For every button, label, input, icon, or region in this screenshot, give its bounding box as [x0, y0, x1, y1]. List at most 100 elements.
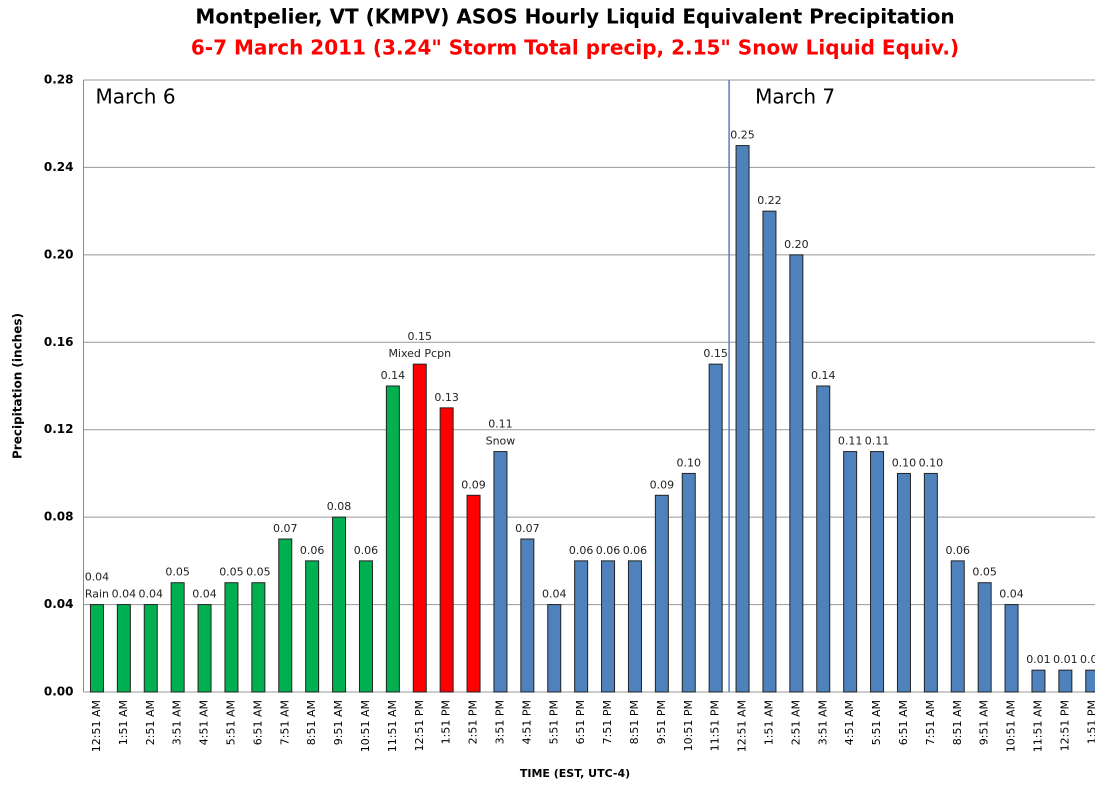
x-tick-label: 6:51 PM — [574, 700, 587, 744]
value-label: 0.11 — [865, 435, 890, 448]
value-label: 0.14 — [381, 369, 406, 382]
value-label: 0.06 — [623, 544, 648, 557]
bar — [654, 494, 669, 693]
x-tick-label: 11:51 AM — [386, 700, 399, 752]
x-tick-label: 11:51 PM — [709, 700, 722, 751]
value-label: 0.22 — [757, 194, 782, 207]
bar — [466, 494, 481, 693]
value-label: 0.04 — [85, 571, 110, 584]
bar-note: Snow — [486, 435, 516, 448]
bar — [547, 604, 562, 693]
bar — [116, 604, 131, 693]
x-tick-label: 5:51 AM — [224, 700, 237, 745]
value-label: 0.13 — [434, 391, 459, 404]
bar — [412, 363, 427, 693]
bar — [278, 538, 293, 693]
y-tick-label: 0.20 — [44, 247, 74, 261]
value-label: 0.15 — [408, 330, 433, 343]
value-label: 0.11 — [488, 418, 513, 431]
bar — [762, 210, 777, 693]
x-tick-label: 6:51 AM — [897, 700, 910, 745]
value-label: 0.06 — [300, 544, 325, 557]
value-label: 0.05 — [972, 566, 997, 579]
x-tick-label: 7:51 PM — [601, 700, 614, 744]
x-tick-label: 10:51 AM — [359, 700, 372, 752]
value-label: 0.01 — [1053, 653, 1078, 666]
bar — [789, 254, 804, 693]
x-tick-label: 12:51 AM — [736, 700, 749, 752]
bar — [89, 604, 104, 693]
value-label: 0.01 — [1080, 653, 1095, 666]
bar — [708, 363, 723, 693]
bar — [197, 604, 212, 693]
bar — [493, 451, 508, 693]
value-label: 0.06 — [569, 544, 594, 557]
x-tick-label: 4:51 AM — [198, 700, 211, 745]
bar — [358, 560, 373, 693]
bar — [520, 538, 535, 693]
x-tick-label: 8:51 PM — [628, 700, 641, 744]
y-axis-title: Precipitation (inches) — [11, 313, 25, 459]
value-label: 0.09 — [650, 478, 675, 491]
bar — [385, 385, 400, 693]
x-tick-label: 1:51 PM — [1085, 700, 1095, 744]
value-label: 0.25 — [730, 129, 755, 142]
x-tick-label: 11:51 AM — [1031, 700, 1044, 752]
x-tick-label: 9:51 PM — [655, 700, 668, 744]
y-tick-label: 0.00 — [44, 685, 74, 699]
value-label: 0.10 — [892, 456, 917, 469]
value-label: 0.06 — [596, 544, 621, 557]
x-tick-label: 9:51 AM — [978, 700, 991, 745]
x-tick-label: 12:51 AM — [90, 700, 103, 752]
x-tick-label: 10:51 PM — [682, 700, 695, 751]
x-tick-label: 1:51 AM — [762, 700, 775, 745]
bar-note: Mixed Pcpn — [388, 347, 451, 360]
y-tick-label: 0.12 — [44, 422, 74, 436]
bar — [251, 582, 266, 693]
x-tick-label: 4:51 AM — [843, 700, 856, 745]
x-axis-title: TIME (EST, UTC-4) — [520, 767, 630, 780]
x-tick-label: 3:51 AM — [816, 700, 829, 745]
bar — [601, 560, 616, 693]
chart-subtitle: 6-7 March 2011 (3.24" Storm Total precip… — [191, 36, 959, 60]
x-tick-label: 3:51 PM — [493, 700, 506, 744]
bar — [332, 516, 347, 693]
bar-note: Rain — [85, 588, 109, 601]
value-label: 0.09 — [461, 478, 486, 491]
x-tick-label: 3:51 AM — [171, 700, 184, 745]
x-tick-label: 5:51 PM — [547, 700, 560, 744]
y-tick-label: 0.08 — [44, 510, 74, 524]
x-tick-label: 2:51 PM — [467, 700, 480, 744]
x-tick-label: 5:51 AM — [870, 700, 883, 745]
value-label: 0.05 — [219, 566, 244, 579]
value-label: 0.06 — [946, 544, 971, 557]
bar — [305, 560, 320, 693]
x-tick-label: 4:51 PM — [520, 700, 533, 744]
x-tick-label: 6:51 AM — [251, 700, 264, 745]
bar — [816, 385, 831, 693]
bar — [843, 451, 858, 693]
value-label: 0.20 — [784, 238, 809, 251]
value-label: 0.15 — [703, 347, 728, 360]
bar — [950, 560, 965, 693]
value-label: 0.04 — [999, 588, 1024, 601]
bar — [923, 472, 938, 693]
value-label: 0.08 — [327, 500, 352, 513]
day-label: March 7 — [755, 85, 835, 109]
bar — [870, 451, 885, 693]
value-label: 0.04 — [139, 588, 164, 601]
x-tick-label: 12:51 PM — [413, 700, 426, 751]
x-tick-label: 2:51 AM — [789, 700, 802, 745]
value-label: 0.05 — [165, 566, 190, 579]
value-label: 0.07 — [515, 522, 540, 535]
value-label: 0.07 — [273, 522, 298, 535]
bar — [1058, 669, 1073, 693]
x-tick-label: 1:51 AM — [117, 700, 130, 745]
value-label: 0.10 — [919, 456, 944, 469]
x-tick-label: 7:51 AM — [278, 700, 291, 745]
bar — [735, 145, 750, 693]
x-tick-label: 2:51 AM — [144, 700, 157, 745]
day-label: March 6 — [96, 85, 176, 109]
value-label: 0.14 — [811, 369, 836, 382]
